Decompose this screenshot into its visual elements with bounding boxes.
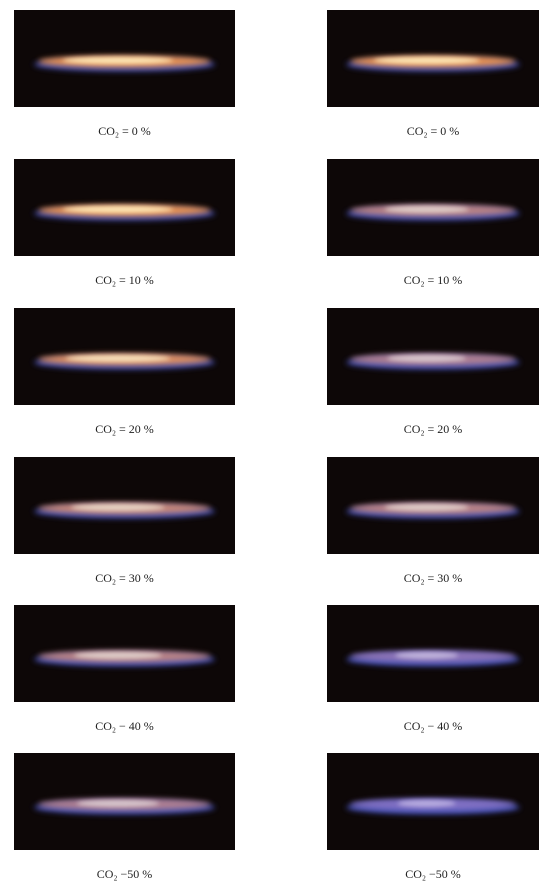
flame-photo: [327, 308, 539, 405]
caption: CO₂ = 10 %: [327, 273, 539, 288]
caption: CO₂ = 30 %: [327, 571, 539, 586]
flame-core: [397, 800, 455, 807]
flame-photo: [327, 753, 539, 850]
flame-core: [384, 206, 469, 213]
flame-core: [74, 652, 162, 659]
caption: CO₂ = 0 %: [327, 124, 539, 139]
caption: CO₂ − 40 %: [14, 719, 235, 734]
flame-photo: [14, 10, 235, 107]
flame-photo: [14, 753, 235, 850]
caption: CO₂ −50 %: [327, 867, 539, 882]
flame-photo: [327, 457, 539, 554]
flame-core: [374, 57, 480, 64]
flame-photo: [14, 457, 235, 554]
caption: CO₂ − 40 %: [327, 719, 539, 734]
caption: CO₂ = 20 %: [14, 422, 235, 437]
flame-photo: [14, 308, 235, 405]
flame-photo: [327, 10, 539, 107]
flame-photo: [14, 159, 235, 256]
flame-core: [63, 57, 173, 64]
flame-photo: [327, 605, 539, 702]
flame-core: [71, 504, 165, 511]
caption: CO₂ = 20 %: [327, 422, 539, 437]
caption: CO₂ = 10 %: [14, 273, 235, 288]
flame-photo: [14, 605, 235, 702]
flame-photo: [327, 159, 539, 256]
flame-core: [395, 652, 459, 659]
caption: CO₂ = 0 %: [14, 124, 235, 139]
flame-core: [65, 355, 170, 362]
flame-core: [387, 355, 467, 362]
figure: CO₂ = 0 % CO₂ = 0 % CO₂ = 10 % CO₂ = 10 % CO…: [0, 0, 539, 884]
flame-core: [76, 800, 159, 807]
flame-core: [63, 206, 173, 213]
caption: CO₂ = 30 %: [14, 571, 235, 586]
flame-core: [384, 504, 469, 511]
caption: CO₂ −50 %: [14, 867, 235, 882]
